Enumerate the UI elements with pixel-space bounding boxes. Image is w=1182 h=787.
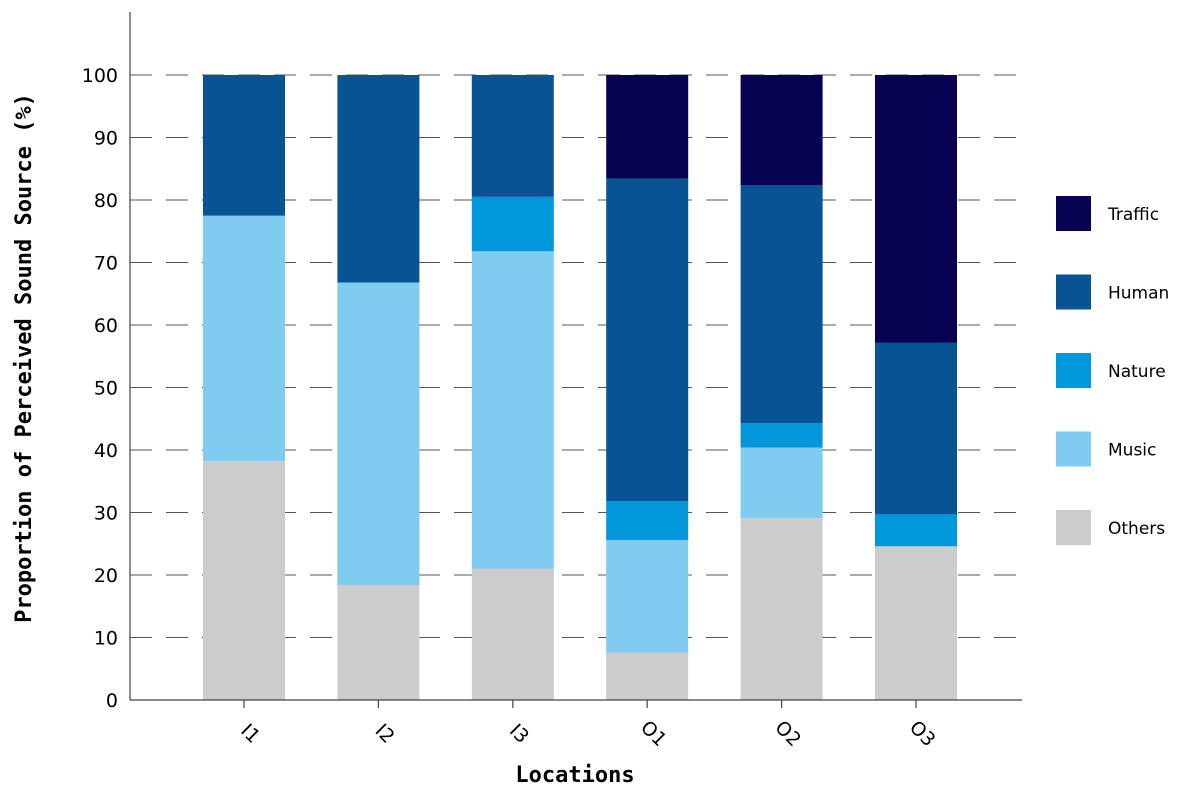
x-tick-label: I1 <box>236 720 264 748</box>
legend-label-music: Music <box>1108 441 1156 461</box>
y-tick-label: 10 <box>94 628 118 650</box>
bar-segment-human-i2 <box>337 75 420 283</box>
bar-segment-traffic-o1 <box>606 75 689 179</box>
bar-segment-traffic-o2 <box>740 75 823 185</box>
legend: Traffic Human Nature Music Others <box>1056 196 1169 545</box>
x-tick-label: I3 <box>505 720 533 748</box>
bar-segment-traffic-o3 <box>875 75 957 343</box>
bar-segment-others-o2 <box>740 518 823 700</box>
bar-segment-others-i1 <box>203 461 285 700</box>
bar-segment-others-i2 <box>337 585 420 700</box>
y-tick-label: 70 <box>94 253 118 275</box>
axes <box>129 12 1022 701</box>
bar-segment-music-i3 <box>471 251 554 569</box>
legend-swatch-traffic <box>1056 196 1091 231</box>
bar-segment-music-i2 <box>337 282 420 585</box>
bar-segment-human-o3 <box>875 342 957 515</box>
legend-label-others: Others <box>1108 519 1165 539</box>
bar-segment-others-o1 <box>606 652 689 700</box>
y-tick-label: 40 <box>94 440 118 462</box>
bar-segment-nature-o1 <box>606 501 689 540</box>
y-tick-label: 60 <box>94 315 118 337</box>
legend-swatch-nature <box>1056 353 1091 388</box>
x-tick-labels: I1 I2 I3 O1 O2 O3 <box>236 700 940 751</box>
bar-segment-human-o1 <box>606 178 689 502</box>
bar-segment-music-i1 <box>203 215 285 462</box>
y-tick-label: 90 <box>94 128 118 150</box>
bar-segment-human-i1 <box>203 75 285 216</box>
bar-segment-nature-o3 <box>875 514 957 547</box>
bar-segment-nature-o2 <box>740 423 823 448</box>
legend-label-human: Human <box>1108 284 1169 304</box>
bar-segment-nature-i3 <box>471 196 554 252</box>
y-tick-label: 20 <box>94 565 118 587</box>
x-tick-label: O3 <box>905 716 940 751</box>
legend-swatch-music <box>1056 431 1091 467</box>
bar-segment-others-i3 <box>471 568 554 700</box>
bar-segment-others-o3 <box>875 546 957 700</box>
bar-segment-music-o1 <box>606 540 689 653</box>
legend-swatch-others <box>1056 510 1091 545</box>
legend-label-traffic: Traffic <box>1107 205 1159 225</box>
x-tick-label: O1 <box>636 716 671 751</box>
y-tick-label: 80 <box>94 190 118 212</box>
bar-segment-human-i3 <box>471 75 554 197</box>
y-tick-label: 0 <box>106 690 118 712</box>
y-tick-label: 100 <box>82 65 118 87</box>
legend-swatch-human <box>1056 274 1091 310</box>
bars <box>203 75 957 700</box>
x-tick-label: O2 <box>771 716 806 751</box>
x-axis-title: Locations <box>515 763 634 787</box>
y-tick-label: 50 <box>94 378 118 400</box>
bar-segment-human-o2 <box>740 185 823 424</box>
y-tick-labels: 0 10 20 30 40 50 60 70 80 90 100 <box>82 65 118 712</box>
y-axis-title: Proportion of Perceived Sound Source (%) <box>12 93 37 623</box>
legend-label-nature: Nature <box>1108 362 1166 382</box>
x-tick-label: I2 <box>371 720 399 748</box>
bar-segment-music-o2 <box>740 447 823 519</box>
y-tick-label: 30 <box>94 503 118 525</box>
